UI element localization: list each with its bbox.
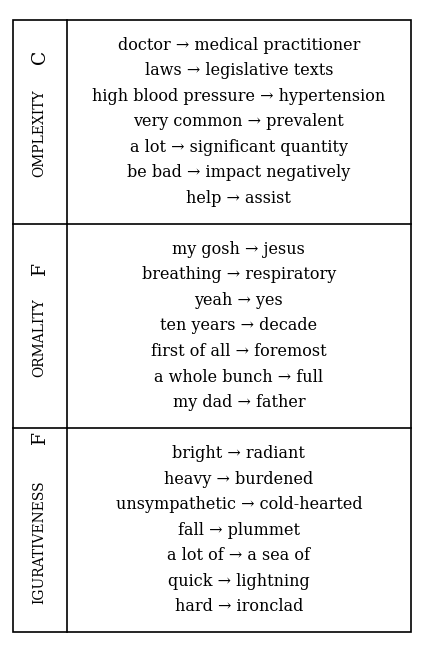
Text: a lot of → a sea of: a lot of → a sea of [167, 547, 310, 565]
Text: very common → prevalent: very common → prevalent [134, 113, 344, 130]
Text: IGURATIVENESS: IGURATIVENESS [33, 480, 47, 604]
Text: hard → ironclad: hard → ironclad [175, 599, 303, 615]
Text: a whole bunch → full: a whole bunch → full [154, 368, 324, 385]
Text: F: F [31, 432, 49, 445]
Text: my dad → father: my dad → father [173, 394, 305, 411]
Text: breathing → respiratory: breathing → respiratory [142, 267, 336, 284]
Text: bright → radiant: bright → radiant [173, 445, 305, 462]
Text: OMPLEXITY: OMPLEXITY [33, 89, 47, 177]
Text: yeah → yes: yeah → yes [195, 292, 283, 309]
Text: ORMALITY: ORMALITY [33, 298, 47, 377]
Text: C: C [31, 50, 49, 65]
Text: laws → legislative texts: laws → legislative texts [145, 62, 333, 79]
Text: be bad → impact negatively: be bad → impact negatively [127, 164, 351, 181]
Text: high blood pressure → hypertension: high blood pressure → hypertension [92, 87, 385, 105]
Text: doctor → medical practitioner: doctor → medical practitioner [118, 37, 360, 53]
Text: unsympathetic → cold-hearted: unsympathetic → cold-hearted [116, 496, 362, 513]
Text: first of all → foremost: first of all → foremost [151, 343, 327, 360]
Text: help → assist: help → assist [187, 190, 291, 207]
Text: my gosh → jesus: my gosh → jesus [173, 241, 305, 258]
Text: quick → lightning: quick → lightning [168, 573, 310, 590]
Text: a lot → significant quantity: a lot → significant quantity [130, 139, 348, 156]
Text: ten years → decade: ten years → decade [160, 318, 318, 334]
Text: F: F [31, 262, 49, 275]
Text: fall → plummet: fall → plummet [178, 522, 300, 539]
Text: heavy → burdened: heavy → burdened [164, 471, 313, 488]
